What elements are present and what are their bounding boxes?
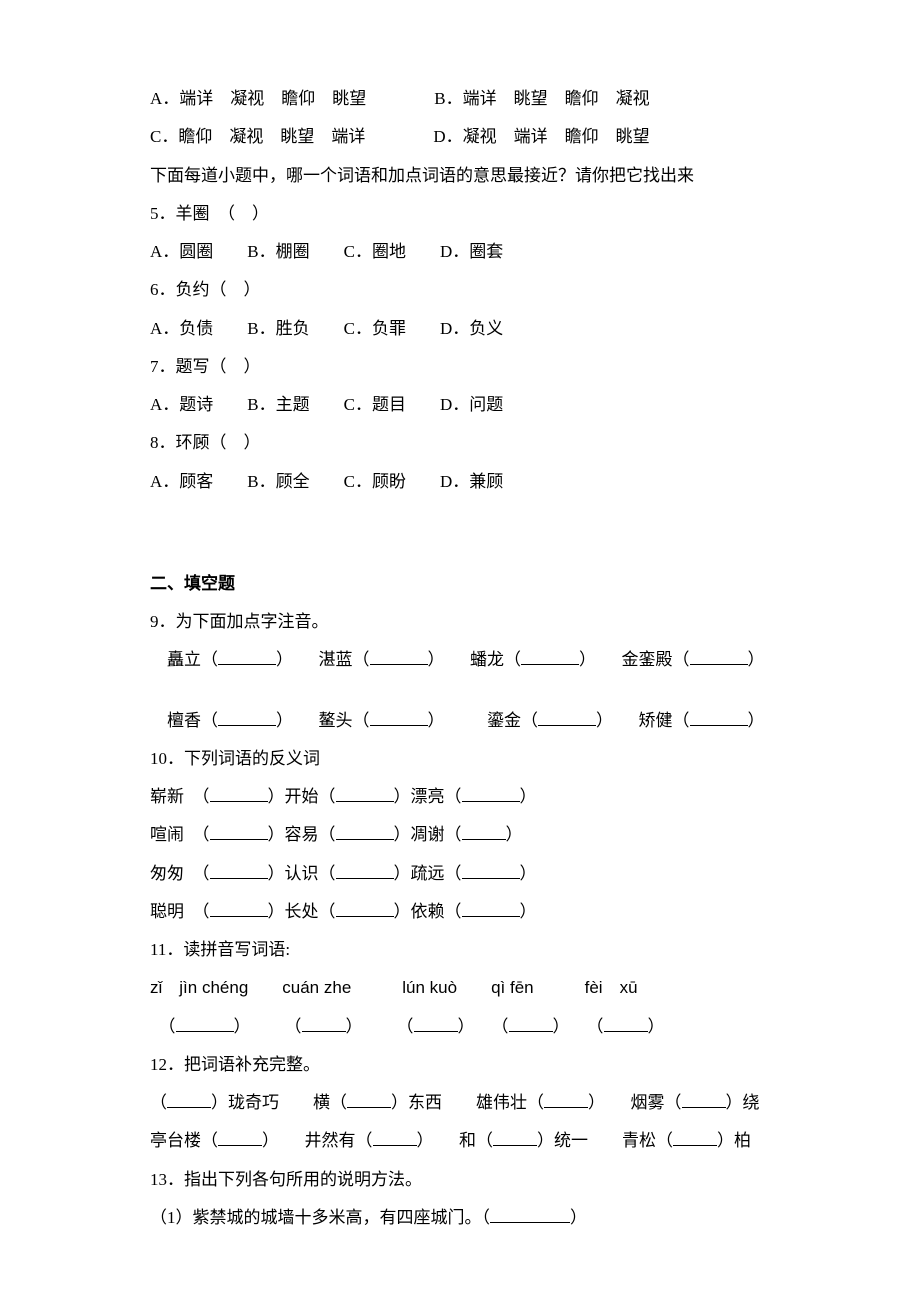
- dotted-char: 鎏: [487, 711, 504, 730]
- fill-blank: [370, 649, 428, 665]
- fill-blank: [493, 1130, 537, 1146]
- fill-blank: [218, 1130, 262, 1146]
- fill-blank: [414, 1015, 458, 1031]
- section-2-header: 二、填空题: [150, 565, 770, 603]
- fill-blank: [509, 1015, 553, 1031]
- document-page: A．端详 凝视 瞻仰 眺望 B．端详 眺望 瞻仰 凝视 C．瞻仰 凝视 眺望 端…: [0, 0, 920, 1302]
- dotted-char: 圈: [193, 204, 210, 223]
- q12-row1: （）珑奇巧 横（）东西 雄伟壮（） 烟雾（）绕: [150, 1084, 770, 1122]
- q6-stem: 6．负约（ ）: [150, 271, 770, 309]
- dotted-char: 矫: [639, 711, 656, 730]
- q9-row1: 矗立（） 湛蓝（） 蟠龙（） 金銮殿（）: [150, 641, 770, 679]
- option-row: A．端详 凝视 瞻仰 眺望 B．端详 眺望 瞻仰 凝视: [150, 80, 770, 118]
- fill-blank: [462, 786, 520, 802]
- fill-blank: [218, 649, 276, 665]
- q10-row: 匆匆 （）认识（）疏远（）: [150, 855, 770, 893]
- q11-pinyin: zǐ jìn chéng cuán zhe lún kuò qì fēn fèi…: [150, 969, 770, 1007]
- q10-stem: 10．下列词语的反义词: [150, 740, 770, 778]
- fill-blank: [176, 1015, 234, 1031]
- fill-blank: [302, 1015, 346, 1031]
- fill-blank: [673, 1130, 717, 1146]
- dotted-char: 题: [176, 357, 193, 376]
- q7-options: A．题诗 B．主题 C．题目 D．问题: [150, 386, 770, 424]
- fill-blank: [210, 824, 268, 840]
- q7-stem: 7．题写（ ）: [150, 348, 770, 386]
- q9-stem: 9．为下面加点字注音。: [150, 603, 770, 641]
- q12-stem: 12．把词语补充完整。: [150, 1046, 770, 1084]
- option-left: A．端详 凝视 瞻仰 眺望: [150, 89, 366, 108]
- instruction-text: 下面每道小题中，哪一个词语和加点词语的意思最接近？请你把它找出来: [150, 157, 770, 195]
- option-right: B．端详 眺望 瞻仰 凝视: [434, 89, 649, 108]
- option-right: D．凝视 端详 瞻仰 眺望: [433, 127, 649, 146]
- fill-blank: [521, 649, 579, 665]
- fill-blank: [682, 1092, 726, 1108]
- fill-blank: [462, 901, 520, 917]
- q13-item1: （1）紫禁城的城墙十多米高，有四座城门。（）: [150, 1199, 770, 1237]
- dotted-char: 鳌: [319, 711, 336, 730]
- q5-options: A．圆圈 B．棚圈 C．圈地 D．圈套: [150, 233, 770, 271]
- q5-stem: 5．羊圈 （ ）: [150, 195, 770, 233]
- fill-blank: [336, 901, 394, 917]
- q8-stem: 8．环顾（ ）: [150, 424, 770, 462]
- q12-row2: 亭台楼（） 井然有（） 和（）统一 青松（）柏: [150, 1122, 770, 1160]
- dotted-char: 湛: [319, 650, 336, 669]
- dotted-char: 矗: [167, 650, 184, 669]
- fill-blank: [336, 824, 394, 840]
- fill-blank: [336, 786, 394, 802]
- dotted-char: 负: [176, 280, 193, 299]
- q9-row2: 檀香（） 鳌头（） 鎏金（） 矫健（）: [150, 702, 770, 740]
- fill-blank: [604, 1015, 648, 1031]
- fill-blank: [167, 1092, 211, 1108]
- dotted-char: 蟠: [470, 650, 487, 669]
- fill-blank: [462, 862, 520, 878]
- fill-blank: [462, 824, 506, 840]
- fill-blank: [490, 1207, 570, 1223]
- option-row: C．瞻仰 凝视 眺望 端详 D．凝视 端详 瞻仰 眺望: [150, 118, 770, 156]
- fill-blank: [210, 786, 268, 802]
- fill-blank: [336, 862, 394, 878]
- fill-blank: [538, 709, 596, 725]
- fill-blank: [347, 1092, 391, 1108]
- q8-options: A．顾客 B．顾全 C．顾盼 D．兼顾: [150, 463, 770, 501]
- q13-stem: 13．指出下列各句所用的说明方法。: [150, 1161, 770, 1199]
- q10-row: 聪明 （）长处（）依赖（）: [150, 893, 770, 931]
- fill-blank: [210, 862, 268, 878]
- q11-stem: 11．读拼音写词语:: [150, 931, 770, 969]
- q6-options: A．负债 B．胜负 C．负罪 D．负义: [150, 310, 770, 348]
- fill-blank: [373, 1130, 417, 1146]
- q10-row: 崭新 （）开始（）漂亮（）: [150, 778, 770, 816]
- dotted-char: 銮: [639, 650, 656, 669]
- fill-blank: [690, 709, 748, 725]
- fill-blank: [210, 901, 268, 917]
- option-left: C．瞻仰 凝视 眺望 端详: [150, 127, 365, 146]
- fill-blank: [690, 649, 748, 665]
- spacer: [150, 680, 770, 702]
- q10-row: 喧闹 （）容易（）凋谢（）: [150, 816, 770, 854]
- fill-blank: [218, 709, 276, 725]
- fill-blank: [544, 1092, 588, 1108]
- fill-blank: [370, 709, 428, 725]
- dotted-char: 顾: [193, 433, 210, 452]
- dotted-char: 檀: [167, 711, 184, 730]
- q11-blanks: （） （） （） （） （）: [150, 1008, 770, 1046]
